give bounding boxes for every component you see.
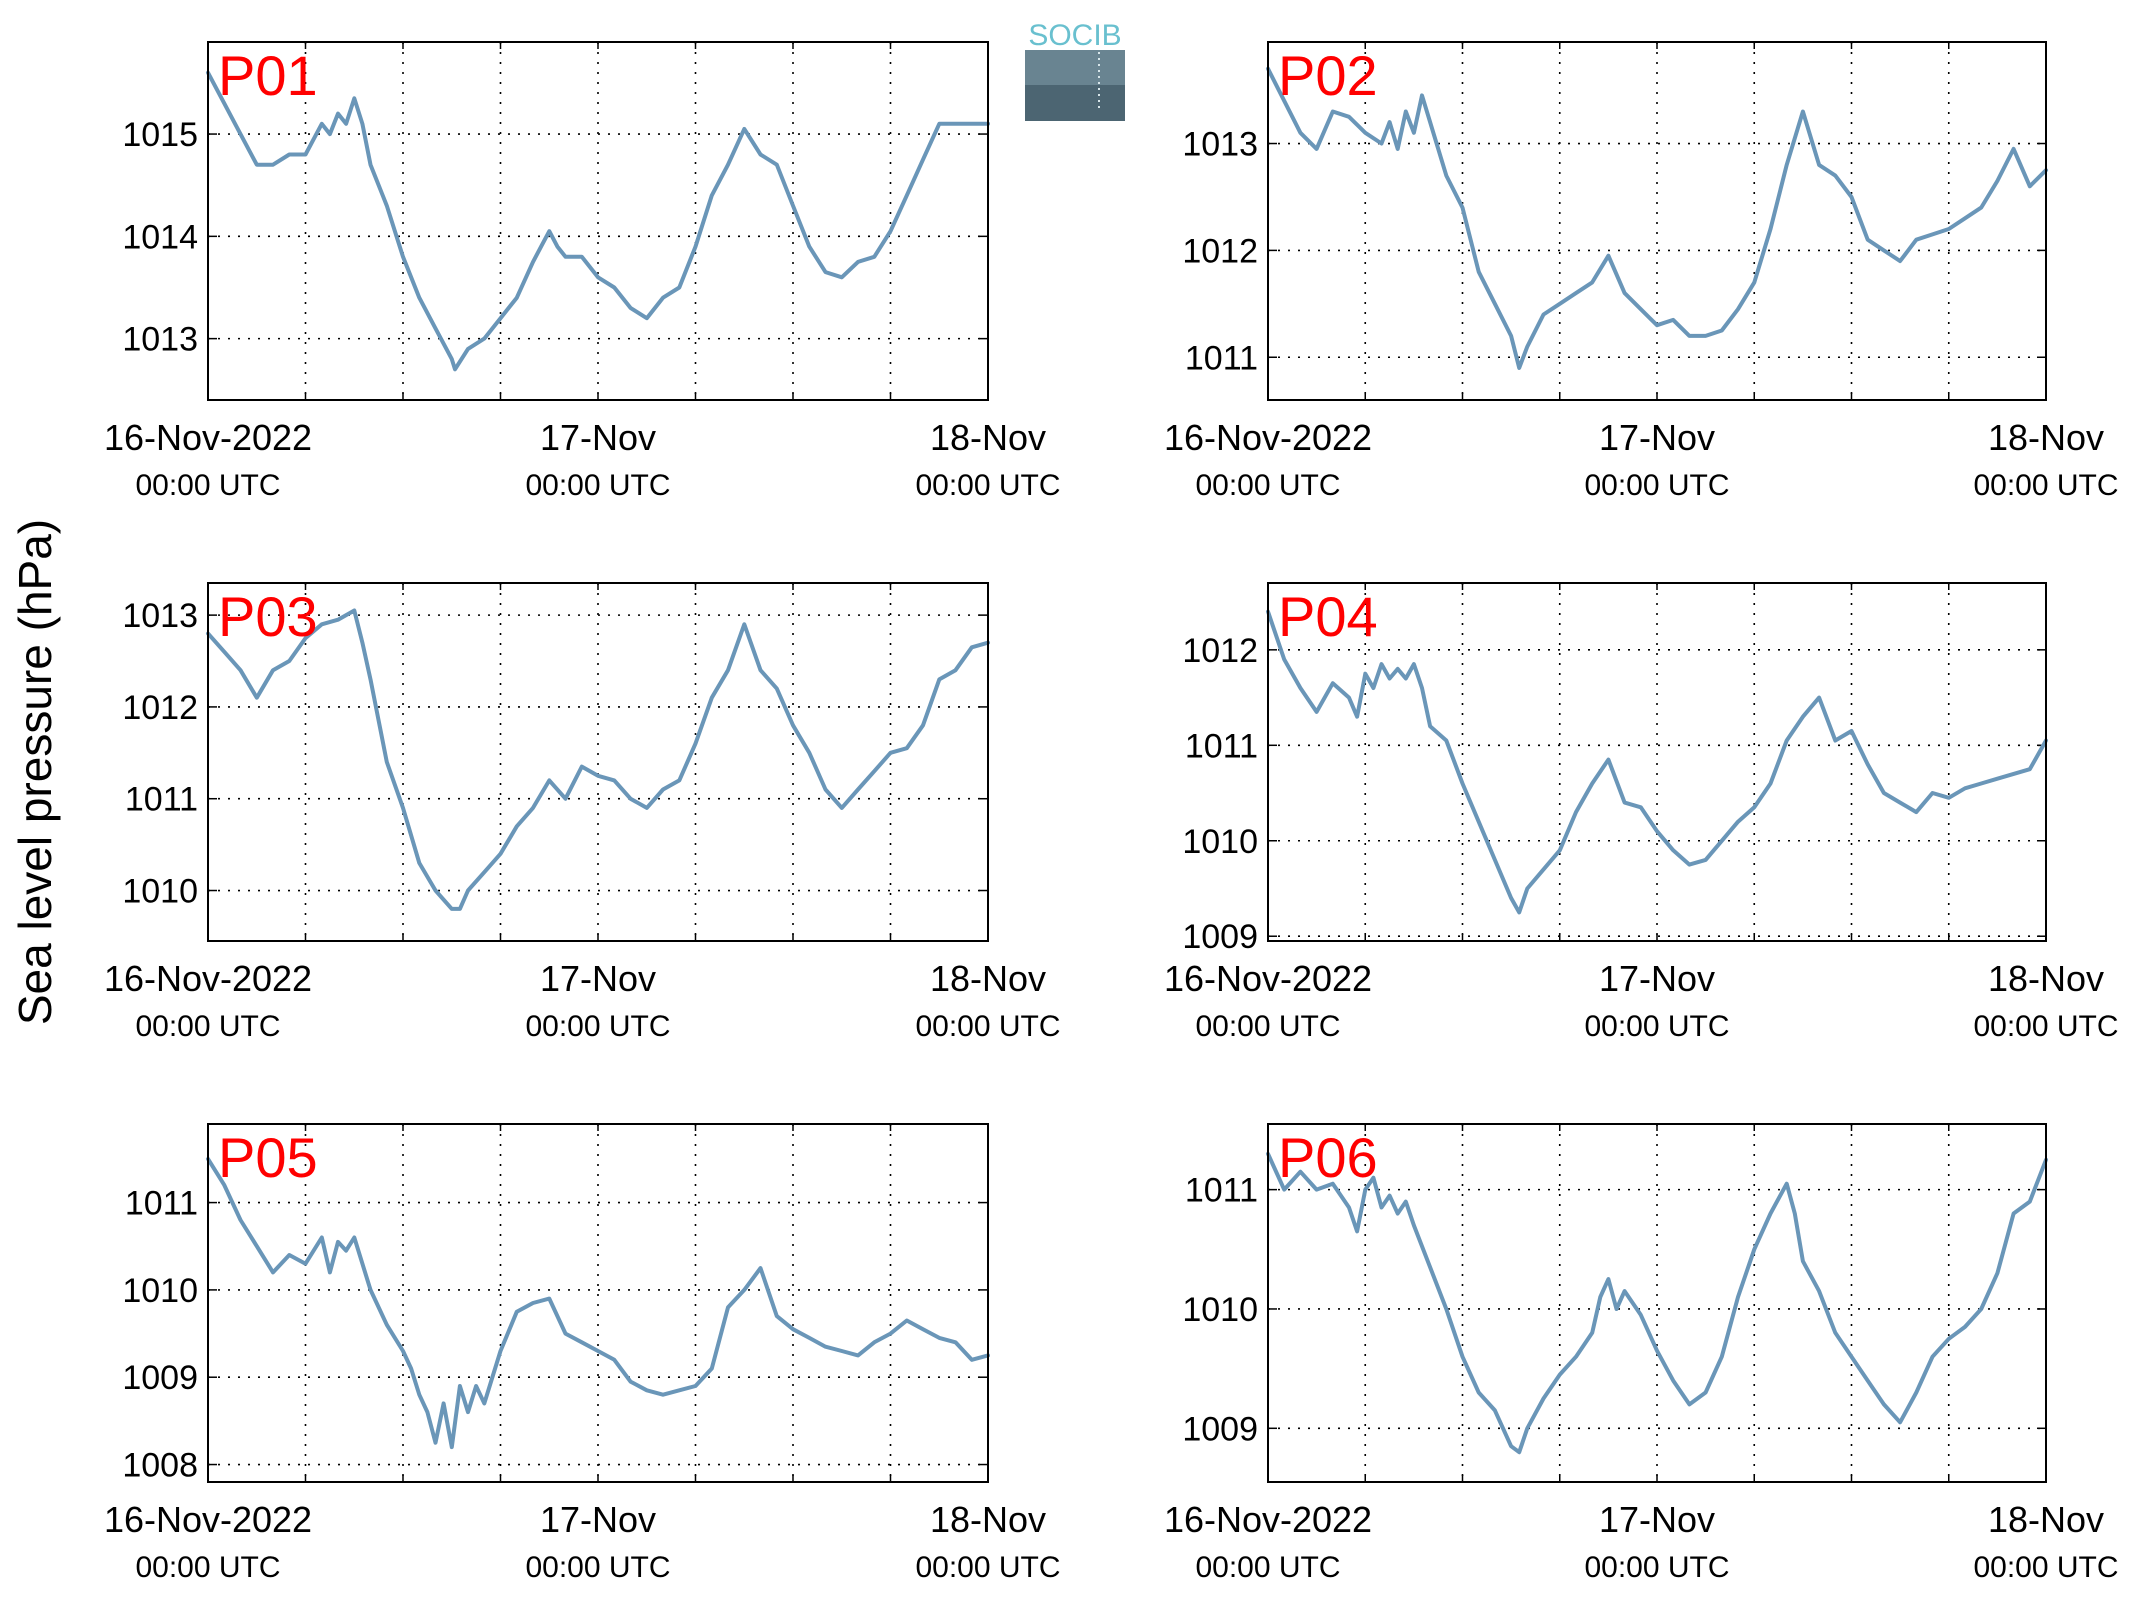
x-tick-label-date: 18-Nov: [930, 958, 1046, 999]
y-tick-label: 1015: [122, 116, 198, 154]
x-tick-label-date: 16-Nov-2022: [1164, 417, 1372, 458]
x-tick-label-date: 17-Nov: [1599, 958, 1715, 999]
x-tick-label-date: 17-Nov: [1599, 417, 1715, 458]
y-tick-label: 1009: [122, 1359, 198, 1397]
x-tick-label-date: 16-Nov-2022: [1164, 958, 1372, 999]
plot-area: [208, 42, 988, 400]
axes-frame: [207, 41, 989, 401]
plot-area: [1268, 583, 2046, 941]
panel-label: P02: [1278, 44, 1378, 107]
series-line: [206, 70, 990, 372]
x-tick-label-time: 00:00 UTC: [915, 1010, 1060, 1043]
y-tick-label: 1010: [1182, 1291, 1258, 1329]
panel-p04: 1009 1010 1011 1012 16-Nov-2022 00:00 UTC 17-N…: [1164, 582, 2119, 1043]
plot-area: [208, 583, 988, 941]
y-tick-label: 1012: [1182, 632, 1258, 670]
x-tick-label-time: 00:00 UTC: [135, 1551, 280, 1584]
x-tick-label-date: 17-Nov: [540, 417, 656, 458]
panel-label: P03: [218, 585, 318, 648]
panel-label: P04: [1278, 585, 1378, 648]
series-line: [206, 1156, 990, 1450]
panel-p02: 1011 1012 1013 16-Nov-2022 00:00 UTC 17-Nov 00…: [1164, 41, 2119, 502]
x-tick-label-time: 00:00 UTC: [1973, 1551, 2118, 1584]
y-tick-label: 1013: [122, 321, 198, 359]
x-tick-label-date: 16-Nov-2022: [104, 958, 312, 999]
plot-area: [1268, 1124, 2046, 1482]
axes-frame: [207, 1123, 989, 1483]
y-tick-label: 1014: [122, 218, 198, 256]
x-tick-label-time: 00:00 UTC: [915, 469, 1060, 502]
series-line: [1266, 66, 2048, 370]
plot-area: [208, 1124, 988, 1482]
x-tick-label-time: 00:00 UTC: [525, 469, 670, 502]
x-tick-label-time: 00:00 UTC: [1195, 469, 1340, 502]
y-tick-label: 1010: [122, 873, 198, 911]
x-tick-label-time: 00:00 UTC: [1584, 469, 1729, 502]
x-tick-label-time: 00:00 UTC: [135, 1010, 280, 1043]
y-tick-label: 1011: [1185, 727, 1258, 765]
x-tick-label-date: 18-Nov: [1988, 958, 2104, 999]
x-tick-label-time: 00:00 UTC: [1973, 1010, 2118, 1043]
x-tick-label-time: 00:00 UTC: [1584, 1551, 1729, 1584]
series-line: [206, 608, 990, 911]
y-tick-label: 1011: [125, 1185, 198, 1223]
x-tick-label-date: 16-Nov-2022: [104, 417, 312, 458]
series-line: [1266, 1151, 2048, 1455]
x-tick-label-time: 00:00 UTC: [915, 1551, 1060, 1584]
y-tick-label: 1010: [122, 1272, 198, 1310]
x-tick-label-time: 00:00 UTC: [135, 469, 280, 502]
x-tick-label-time: 00:00 UTC: [525, 1010, 670, 1043]
panel-label: P01: [218, 44, 318, 107]
y-tick-label: 1008: [122, 1447, 198, 1485]
y-axis-label: Sea level pressure (hPa): [9, 519, 61, 1025]
plot-area: [1268, 42, 2046, 400]
socib-logo: SOCIB: [1025, 19, 1125, 121]
axes-frame: [207, 582, 989, 942]
panel-p03: 1010 1011 1012 1013 16-Nov-2022 00:00 UTC 17-N…: [104, 582, 1061, 1043]
y-tick-label: 1013: [1182, 126, 1258, 164]
y-tick-label: 1009: [1182, 918, 1258, 956]
x-tick-label-time: 00:00 UTC: [1973, 469, 2118, 502]
axes-frame: [1267, 582, 2047, 942]
series-line: [1266, 609, 2048, 915]
x-tick-label-date: 18-Nov: [930, 417, 1046, 458]
y-tick-label: 1009: [1182, 1410, 1258, 1448]
y-tick-label: 1011: [125, 781, 198, 819]
panel-p05: 1008 1009 1010 1011 16-Nov-2022 00:00 UTC 17-N…: [104, 1123, 1061, 1584]
x-tick-label-date: 18-Nov: [1988, 417, 2104, 458]
x-tick-label-date: 16-Nov-2022: [1164, 1499, 1372, 1540]
y-tick-label: 1010: [1182, 823, 1258, 861]
x-tick-label-date: 17-Nov: [540, 958, 656, 999]
y-tick-label: 1012: [1182, 232, 1258, 270]
axes-frame: [1267, 41, 2047, 401]
axes-frame: [1267, 1123, 2047, 1483]
panel-label: P06: [1278, 1126, 1378, 1189]
panel-p01: 1013 1014 1015 16-Nov-2022 00:00 UTC 17-Nov 00…: [104, 41, 1061, 502]
x-tick-label-date: 16-Nov-2022: [104, 1499, 312, 1540]
panel-p06: 1009 1010 1011 16-Nov-2022 00:00 UTC 17-Nov 00…: [1164, 1123, 2119, 1584]
x-tick-label-date: 17-Nov: [540, 1499, 656, 1540]
y-tick-label: 1011: [1185, 339, 1258, 377]
x-tick-label-date: 18-Nov: [1988, 1499, 2104, 1540]
x-tick-label-date: 17-Nov: [1599, 1499, 1715, 1540]
x-tick-label-time: 00:00 UTC: [1195, 1551, 1340, 1584]
y-tick-label: 1013: [122, 597, 198, 635]
logo-gradient: [1025, 50, 1125, 85]
x-tick-label-date: 18-Nov: [930, 1499, 1046, 1540]
panel-label: P05: [218, 1126, 318, 1189]
y-tick-label: 1011: [1185, 1172, 1258, 1210]
logo-text: SOCIB: [1028, 19, 1121, 52]
x-tick-label-time: 00:00 UTC: [1584, 1010, 1729, 1043]
y-tick-label: 1012: [122, 689, 198, 727]
x-tick-label-time: 00:00 UTC: [1195, 1010, 1340, 1043]
x-tick-label-time: 00:00 UTC: [525, 1551, 670, 1584]
